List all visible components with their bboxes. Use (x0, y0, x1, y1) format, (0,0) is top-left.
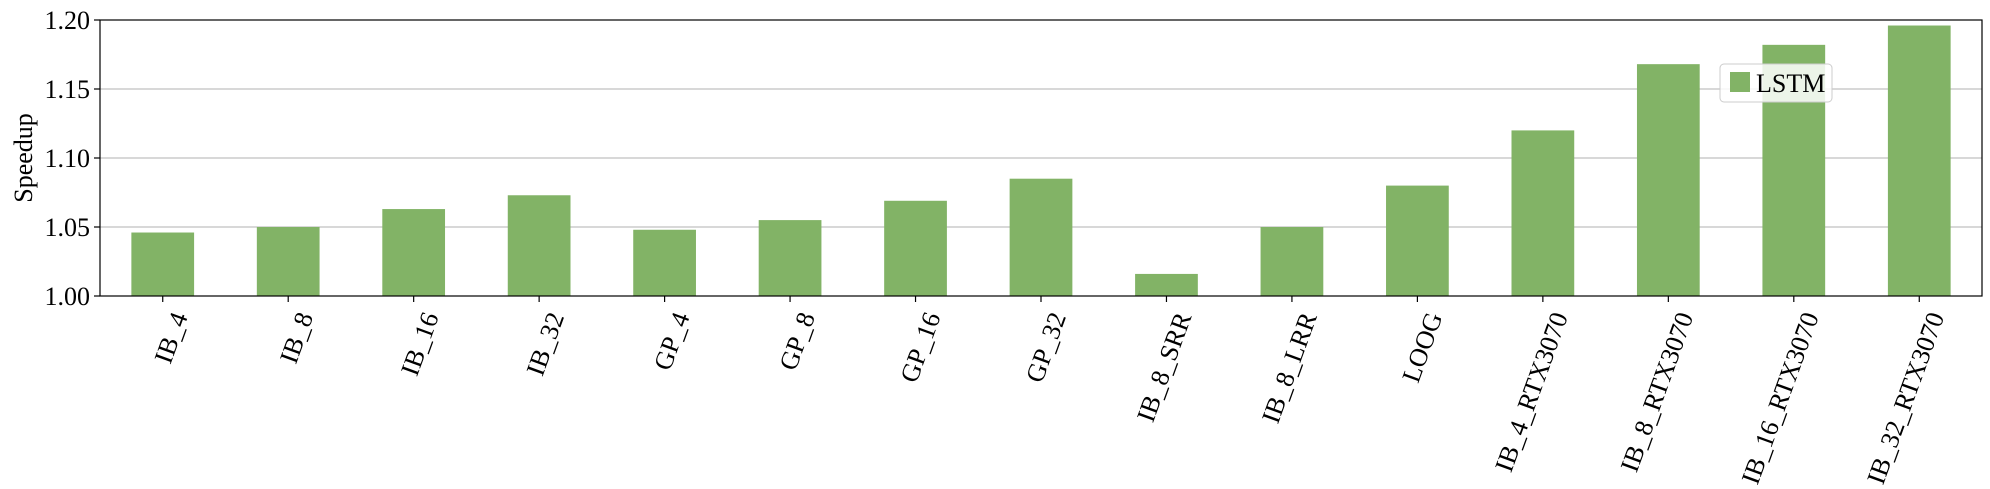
bar-gp-16 (884, 200, 947, 296)
x-axis-ticks: IB_4 IB_8 IB_16 IB_32 GP_4 GP_8 GP_16 GP_32 IB_8… (149, 296, 1950, 488)
x-tick-label: LOOG (1396, 308, 1448, 386)
bar-ib-4-rtx3070 (1511, 130, 1575, 296)
y-tick-label: 1.15 (45, 75, 91, 104)
bar-ib-32-rtx3070 (1887, 25, 1951, 297)
x-tick-label: IB_16_RTX3070 (1736, 308, 1825, 487)
x-tick-label: IB_16 (395, 308, 444, 379)
bar-ib-8-lrr (1260, 227, 1324, 296)
bar-ib-8-srr (1135, 273, 1198, 296)
bar-ib-16 (382, 209, 446, 296)
x-tick-label: GP_4 (648, 308, 696, 374)
legend: LSTM (1719, 63, 1833, 103)
x-tick-label: GP_8 (773, 308, 821, 374)
legend-swatch-lstm (1730, 72, 1750, 92)
legend-label-lstm: LSTM (1756, 69, 1825, 98)
x-tick-label: GP_32 (1020, 308, 1072, 386)
bar-ib-8-rtx3070 (1636, 64, 1700, 296)
x-tick-label: IB_8_RTX3070 (1615, 308, 1700, 475)
x-tick-label: IB_4 (149, 308, 194, 367)
x-tick-label: IB_8 (274, 308, 319, 367)
y-tick-label: 1.00 (45, 282, 91, 311)
y-tick-label: 1.10 (45, 144, 91, 173)
y-axis-ticks: 1.00 1.05 1.10 1.15 1.20 (45, 6, 100, 311)
bar-gp-4 (633, 229, 696, 296)
x-tick-label: IB_4_RTX3070 (1489, 308, 1574, 475)
y-tick-label: 1.20 (45, 6, 91, 35)
x-tick-label: IB_8_SRR (1131, 308, 1198, 426)
bars (131, 25, 1951, 297)
bar-ib-8 (256, 227, 320, 296)
bar-ib-32 (507, 195, 571, 296)
y-axis-label: Speedup (9, 113, 38, 203)
bar-gp-8 (758, 220, 822, 296)
bar-loog (1386, 185, 1449, 296)
x-tick-label: IB_32_RTX3070 (1861, 308, 1950, 487)
x-tick-label: GP_16 (895, 308, 947, 386)
bar-gp-32 (1009, 178, 1073, 296)
bar-ib-4 (131, 232, 195, 296)
x-tick-label: IB_32 (521, 308, 570, 379)
x-tick-label: IB_8_LRR (1256, 308, 1323, 427)
y-tick-label: 1.05 (45, 213, 91, 242)
